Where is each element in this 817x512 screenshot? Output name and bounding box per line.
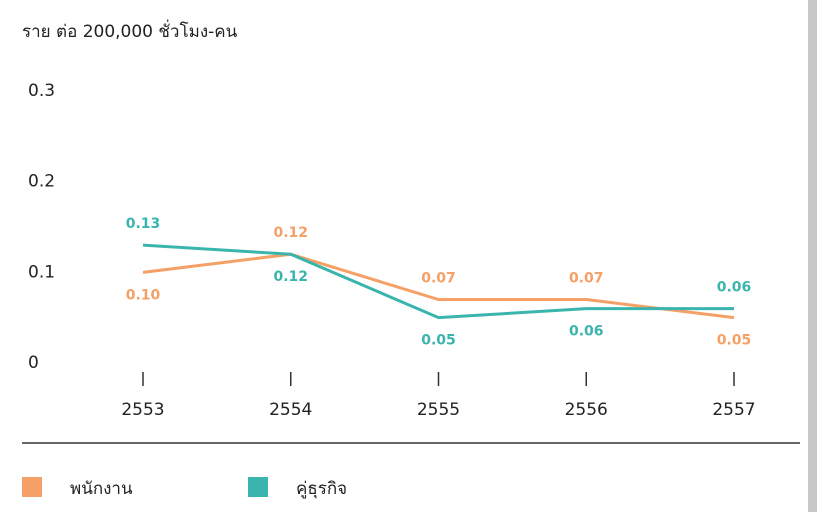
x-tick-label: 2553	[121, 400, 164, 420]
legend-label: พนักงาน	[70, 479, 133, 499]
value-label: 0.07	[421, 271, 456, 287]
y-tick-label: 0.1	[28, 262, 55, 282]
series-line	[142, 243, 734, 320]
value-label: 0.05	[717, 333, 752, 349]
value-label: 0.06	[569, 324, 604, 340]
series-line	[142, 252, 735, 320]
y-tick-label: 0.2	[28, 172, 55, 192]
y-tick-label: 0	[28, 353, 39, 373]
legend-swatch	[22, 477, 42, 497]
value-label: 0.12	[273, 269, 308, 285]
value-label: 0.06	[717, 280, 752, 296]
value-label: 0.10	[126, 287, 161, 303]
value-label: 0.07	[569, 271, 604, 287]
x-tick-label: 2556	[565, 400, 608, 420]
y-axis-label: ราย ต่อ 200,000 ชั่วโมง-คน	[22, 19, 238, 42]
value-label: 0.13	[126, 216, 161, 232]
legend-swatch	[248, 477, 268, 497]
legend-label: คู่ธุรกิจ	[296, 479, 347, 499]
x-tick-label: 2557	[712, 400, 755, 420]
value-label: 0.05	[421, 333, 456, 349]
frame-edge	[808, 0, 817, 512]
x-tick-label: 2555	[417, 400, 460, 420]
x-tick-label: 2554	[269, 400, 312, 420]
y-tick-label: 0.3	[28, 81, 55, 101]
value-label: 0.12	[273, 225, 308, 241]
